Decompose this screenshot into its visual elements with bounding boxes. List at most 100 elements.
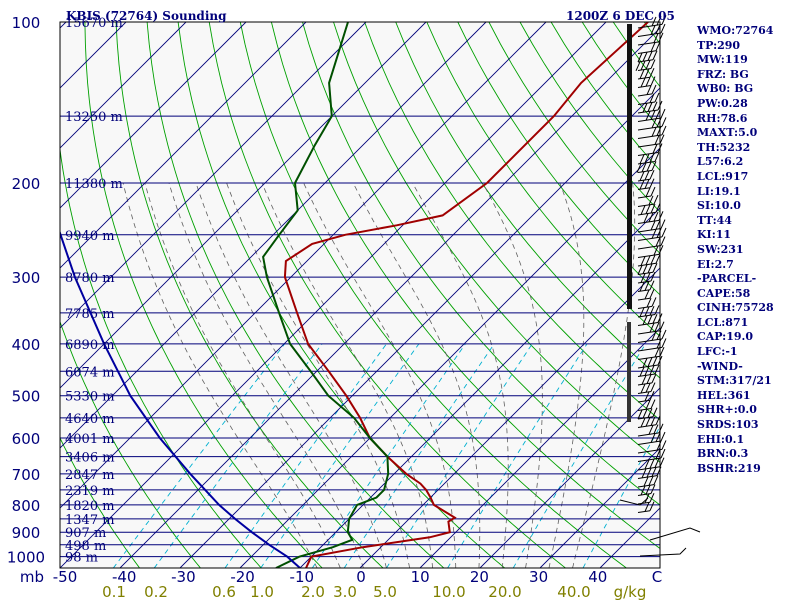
wind-barb-flag xyxy=(647,314,653,325)
wind-barb-flag xyxy=(650,254,656,265)
wind-barb-flag xyxy=(654,458,660,468)
wind-barb-flag xyxy=(658,32,664,43)
wind-barb xyxy=(637,253,660,258)
index-item: SRDS:103 xyxy=(697,418,759,432)
mixing-ratio-line xyxy=(343,343,495,568)
wind-barb-flag xyxy=(649,501,655,511)
mixing-ratio-tick-label: 0.1 xyxy=(102,583,126,600)
wind-barb-flag xyxy=(639,69,645,79)
wind-barb xyxy=(637,219,660,224)
index-item: HEL:361 xyxy=(697,388,751,402)
wind-barb xyxy=(637,271,654,275)
mixing-ratio-tick-label: 3.0 xyxy=(333,583,357,600)
moist-adiabat-line xyxy=(548,182,585,568)
dry-adiabat-line xyxy=(302,22,660,506)
wind-barb-flag xyxy=(657,143,663,153)
wind-barb-flag xyxy=(650,433,656,443)
plot-frame xyxy=(59,21,661,569)
wind-barb-flag xyxy=(655,220,661,230)
wind-barb-flag xyxy=(645,272,651,283)
wind-barb-flag xyxy=(657,100,663,111)
mixing-ratio-line xyxy=(112,343,286,568)
wind-barb xyxy=(637,134,663,139)
wind-barb xyxy=(637,152,659,156)
moist-adiabat-line xyxy=(352,182,481,568)
mixing-ratio-line xyxy=(582,425,660,568)
pressure-label: 500 xyxy=(12,388,41,406)
height-label: 98 m xyxy=(65,551,98,566)
index-item: SI:10.0 xyxy=(697,199,741,213)
wind-barb-flag xyxy=(650,59,656,69)
wind-barb-flag xyxy=(637,52,643,63)
wind-barb-flag xyxy=(649,169,655,180)
wind-barb xyxy=(637,391,652,394)
wind-barb-flag xyxy=(658,211,664,221)
wind-barb-flag xyxy=(645,204,651,215)
wind-barb-flag xyxy=(656,126,662,136)
wind-barb-flag xyxy=(640,485,646,496)
wind-barb-flag xyxy=(651,118,657,129)
wind-barb-flag xyxy=(649,322,655,333)
wind-barb xyxy=(637,457,662,462)
wind-barb-flag xyxy=(652,407,658,417)
index-item: -WIND- xyxy=(697,359,743,373)
mixing-ratio-line xyxy=(512,343,646,568)
wind-barb-flag xyxy=(656,228,662,238)
wind-barb-flag xyxy=(656,440,662,451)
wind-barb-flag xyxy=(661,338,667,348)
wind-barb-flag xyxy=(649,280,655,290)
wind-barb-flag xyxy=(644,68,650,79)
wind-barb-flag xyxy=(640,205,646,215)
mixing-ratio-tick-label: 10.0 xyxy=(432,583,465,600)
temperature-tick-label: -20 xyxy=(230,568,255,586)
wind-barb-flag xyxy=(655,254,661,264)
wind-barb-flag xyxy=(647,51,653,61)
wind-barb xyxy=(637,68,652,71)
wind-barb-flag xyxy=(656,15,662,26)
isotherm-line xyxy=(419,327,660,568)
temperature-tick-label: -50 xyxy=(53,568,78,586)
wind-barb-flag xyxy=(660,431,666,442)
wind-barb-flag xyxy=(644,366,650,376)
wind-barb-flag xyxy=(657,355,663,366)
isotherm-line xyxy=(119,27,660,568)
wind-barb-flag xyxy=(661,15,667,25)
mixing-ratio-line xyxy=(386,343,533,568)
wind-barb-flag xyxy=(652,263,658,273)
wind-barb-flag xyxy=(649,305,655,316)
dry-adiabat-line xyxy=(146,22,445,568)
index-item: WB0: BG xyxy=(697,82,754,96)
height-label: 2847 m xyxy=(65,468,115,483)
isotherm-line xyxy=(60,22,247,209)
wind-barb-flag xyxy=(649,288,655,299)
pressure-label: 900 xyxy=(12,524,41,542)
wind-barb-flag xyxy=(653,475,659,485)
isotherm-line xyxy=(539,447,660,568)
temperature-tick-label: 20 xyxy=(470,568,489,586)
wind-barb-flag xyxy=(656,466,662,476)
wind-barb-flag xyxy=(645,485,651,495)
wind-barb-flag xyxy=(649,492,655,503)
wind-barb-flag xyxy=(655,449,661,460)
wind-barb-flag xyxy=(639,171,645,181)
index-item: SW:231 xyxy=(697,242,744,256)
wind-barb-flag xyxy=(644,179,650,189)
wind-barb-flag xyxy=(661,125,667,136)
index-item: TT:44 xyxy=(697,213,732,227)
mixing-ratio-tick-label: 0.6 xyxy=(212,583,236,600)
height-label: 7785 m xyxy=(65,307,115,322)
index-item: LFC:-1 xyxy=(697,345,738,359)
wind-barb-flag xyxy=(650,416,656,426)
height-label: 3406 m xyxy=(65,451,115,466)
pressure-label: 100 xyxy=(12,14,41,32)
wind-barb-flag xyxy=(648,195,654,206)
pressure-label: 700 xyxy=(12,466,41,484)
observation-time: 1200Z 6 DEC 05 xyxy=(566,9,675,23)
wind-barb-flag xyxy=(650,186,656,197)
index-item: BRN:0.3 xyxy=(697,447,749,461)
wind-barb-flag xyxy=(644,391,650,402)
wind-barb-flag xyxy=(650,203,656,214)
wind-barb-flag xyxy=(660,219,666,229)
pressure-label: 300 xyxy=(12,269,41,287)
